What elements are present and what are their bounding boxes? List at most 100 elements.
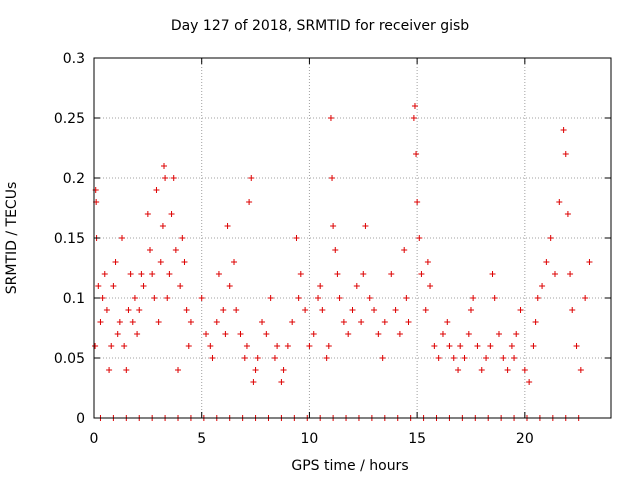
data-point — [181, 259, 188, 265]
data-point — [155, 319, 162, 325]
data-point — [170, 175, 177, 181]
data-point — [129, 319, 136, 325]
data-point — [582, 295, 589, 301]
y-tick-label: 0.15 — [54, 231, 85, 247]
y-tick-label: 0.3 — [63, 51, 85, 67]
data-point — [108, 343, 115, 349]
data-point — [293, 235, 300, 241]
y-tick-label: 0 — [76, 411, 85, 427]
data-point — [119, 235, 126, 241]
data-point — [241, 355, 248, 361]
data-point — [243, 343, 250, 349]
data-point — [470, 295, 477, 301]
data-point — [177, 283, 184, 289]
data-point — [271, 355, 278, 361]
data-point — [345, 331, 352, 337]
data-point — [500, 355, 507, 361]
data-point — [564, 211, 571, 217]
y-tick-label: 0.1 — [63, 291, 85, 307]
data-point — [330, 223, 337, 229]
data-point — [511, 355, 518, 361]
data-point — [153, 187, 160, 193]
data-point — [560, 127, 567, 133]
x-tick-label: 10 — [301, 431, 319, 447]
axes: 0 5 10 15 20 0 0.05 0.1 0.15 0.2 0.25 0.3 — [54, 51, 611, 447]
data-point — [396, 331, 403, 337]
data-point — [474, 343, 481, 349]
data-point — [467, 307, 474, 313]
data-point — [360, 271, 367, 277]
data-point — [489, 271, 496, 277]
data-point — [161, 163, 168, 169]
data-point — [95, 283, 102, 289]
data-point — [586, 259, 593, 265]
data-point — [213, 319, 220, 325]
data-point — [131, 295, 138, 301]
data-point — [110, 283, 117, 289]
data-point — [521, 367, 528, 373]
data-point — [144, 211, 151, 217]
data-point — [414, 199, 421, 205]
data-point — [439, 331, 446, 337]
data-point — [164, 295, 171, 301]
data-point — [114, 331, 121, 337]
data-point — [418, 271, 425, 277]
data-point — [495, 331, 502, 337]
data-point — [226, 283, 233, 289]
data-point — [323, 355, 330, 361]
y-tick-label: 0.05 — [54, 351, 85, 367]
data-point — [416, 235, 423, 241]
data-point — [327, 115, 334, 121]
data-point — [233, 307, 240, 313]
data-point — [248, 175, 255, 181]
data-point — [532, 319, 539, 325]
data-point — [315, 295, 322, 301]
data-point — [121, 343, 128, 349]
data-point — [444, 319, 451, 325]
data-point — [562, 151, 569, 157]
data-point — [478, 367, 485, 373]
data-point — [147, 247, 154, 253]
data-point — [274, 343, 281, 349]
data-point — [508, 343, 515, 349]
data-point — [101, 271, 108, 277]
data-point — [336, 295, 343, 301]
data-point — [556, 199, 563, 205]
data-point — [103, 307, 110, 313]
x-tick-label: 20 — [516, 431, 534, 447]
data-point — [358, 319, 365, 325]
data-point — [401, 247, 408, 253]
data-point — [297, 271, 304, 277]
data-point — [254, 355, 261, 361]
data-point — [280, 367, 287, 373]
data-points — [92, 103, 593, 421]
data-point — [136, 307, 143, 313]
x-tick-label: 15 — [408, 431, 426, 447]
data-point — [332, 247, 339, 253]
data-point — [410, 115, 417, 121]
data-point — [413, 151, 420, 157]
data-point — [278, 379, 285, 385]
data-point — [457, 343, 464, 349]
x-tick-label: 0 — [90, 431, 99, 447]
data-point — [209, 355, 216, 361]
data-point — [306, 343, 313, 349]
data-point — [446, 343, 453, 349]
data-point — [231, 259, 238, 265]
data-point — [310, 331, 317, 337]
data-point — [349, 307, 356, 313]
data-point — [252, 367, 259, 373]
data-point — [97, 319, 104, 325]
data-point — [465, 331, 472, 337]
data-point — [403, 295, 410, 301]
data-point — [334, 271, 341, 277]
data-point — [577, 367, 584, 373]
data-point — [134, 331, 141, 337]
data-point — [112, 259, 119, 265]
data-point — [513, 331, 520, 337]
data-point — [207, 343, 214, 349]
data-point — [504, 367, 511, 373]
data-point — [183, 307, 190, 313]
data-point — [422, 307, 429, 313]
data-point — [569, 307, 576, 313]
